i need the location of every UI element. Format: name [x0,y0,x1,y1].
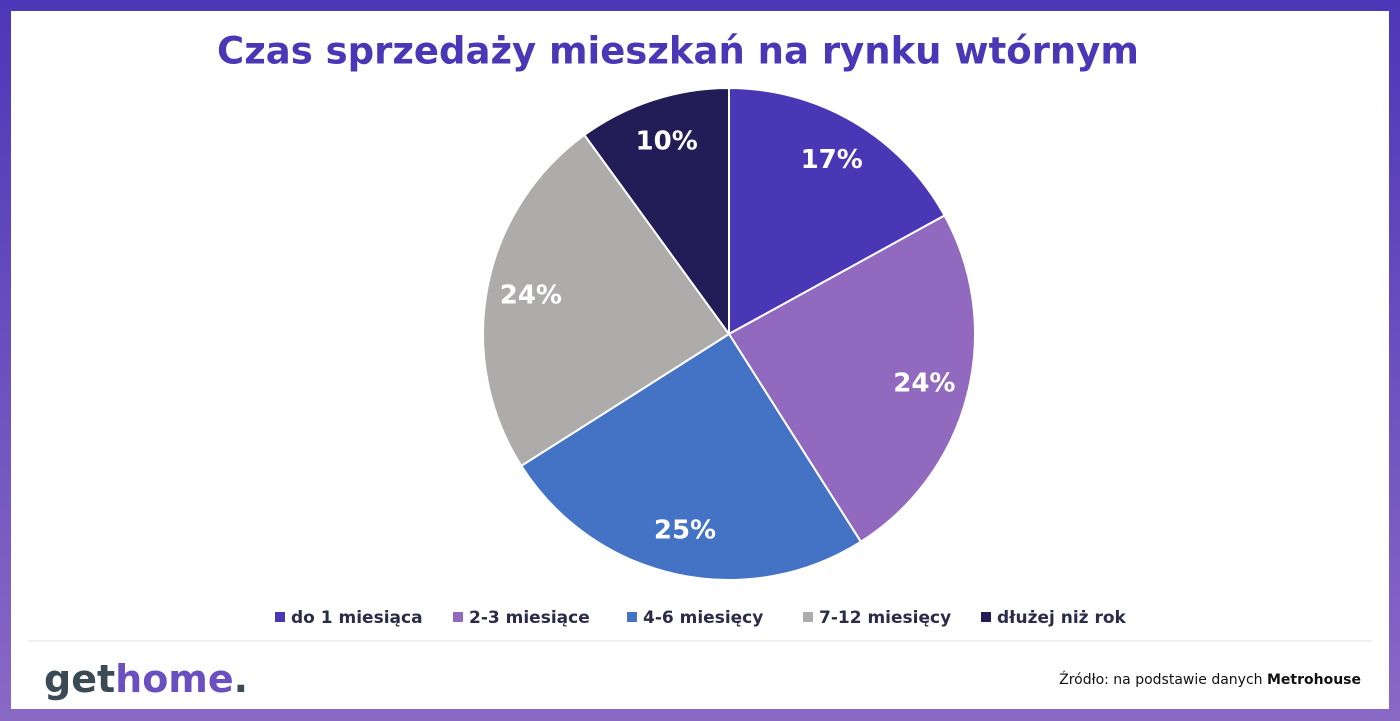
legend-swatch [803,612,813,622]
pie-slice [728,86,946,336]
source: Źródło: na podstawie danych Metrohouse [1059,670,1361,688]
legend-label: 2-3 miesiące [469,608,590,628]
logo-home: home [115,657,234,701]
legend-swatch [627,612,637,622]
logo-dot: . [234,657,248,701]
value-label: 17% [801,145,863,175]
legend-label: 4-6 miesięcy [643,608,763,628]
source-name: Metrohouse [1267,672,1361,688]
pie-slice [482,133,731,468]
chart-title: Czas sprzedaży mieszkań na rynku wtórnym [217,30,1139,73]
legend-swatch [275,612,285,622]
source-prefix: Źródło: na podstawie danych [1059,670,1262,688]
legend-swatch [981,612,991,622]
logo-get: get [44,657,115,701]
value-label: 24% [500,281,562,311]
pie-slice [727,214,976,544]
legend-label: 7-12 miesięcy [819,608,951,628]
pie-slice [519,332,863,581]
legend-swatch [453,612,463,622]
value-label: 25% [654,515,716,545]
legend-label: dłużej niż rok [997,608,1127,628]
pie-slice [583,86,730,338]
legend-label: do 1 miesiąca [291,608,423,628]
value-label: 24% [893,369,955,399]
value-label: 10% [636,127,698,157]
logo: gethome. [44,657,248,701]
